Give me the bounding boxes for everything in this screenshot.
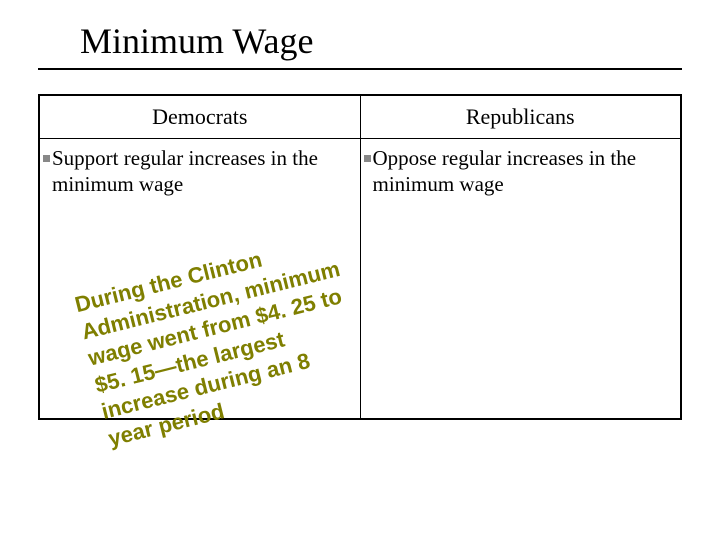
- bullet-row-right: Oppose regular increases in the minimum …: [363, 145, 673, 198]
- header-cell-left: Democrats: [39, 95, 360, 139]
- table-header-row: Democrats Republicans: [39, 95, 681, 139]
- body-cell-right: Oppose regular increases in the minimum …: [360, 139, 681, 419]
- slide: Minimum Wage Democrats Republicans Suppo…: [0, 0, 720, 540]
- slide-title: Minimum Wage: [80, 20, 690, 62]
- body-text-right: Oppose regular increases in the minimum …: [373, 145, 673, 198]
- header-cell-right: Republicans: [360, 95, 681, 139]
- body-text-left: Support regular increases in the minimum…: [52, 145, 352, 198]
- title-underline: [38, 68, 682, 70]
- bullet-icon: [364, 155, 371, 162]
- bullet-icon: [43, 155, 50, 162]
- bullet-row-left: Support regular increases in the minimum…: [42, 145, 352, 198]
